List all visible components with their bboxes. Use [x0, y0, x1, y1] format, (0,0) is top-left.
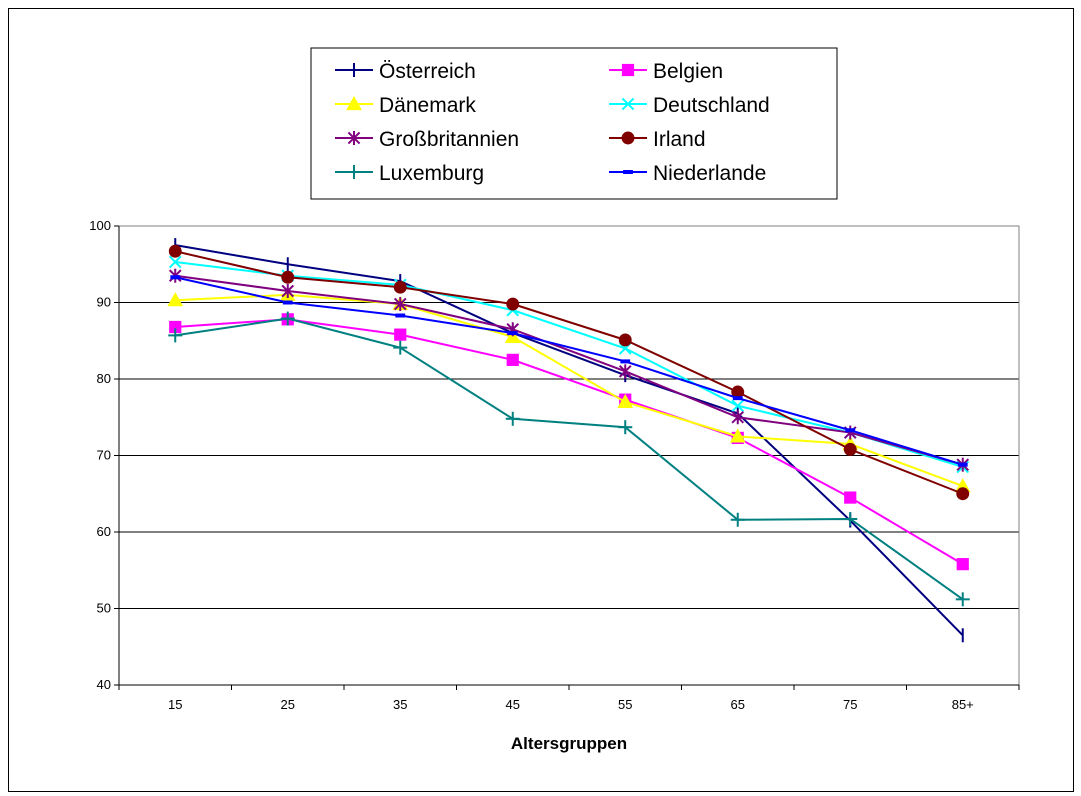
- data-point: [730, 512, 745, 527]
- data-point: [731, 410, 745, 425]
- data-point: [620, 359, 631, 364]
- y-tick-label: 100: [89, 218, 111, 233]
- series-layer: [167, 238, 971, 643]
- series-line: [175, 250, 964, 495]
- legend-label: Österreich: [379, 60, 476, 83]
- data-point: [845, 428, 856, 433]
- legend-item: Österreich: [335, 60, 476, 83]
- data-point: [843, 442, 857, 456]
- data-point: [732, 396, 743, 401]
- line-chart: 40 50 60 70 80 90 100 15 25 35 45 55 65 75 85+ Österre…: [89, 47, 1020, 753]
- data-point: [507, 331, 518, 336]
- y-tick-label: 50: [97, 601, 111, 616]
- legend-label: Luxemburg: [379, 162, 484, 185]
- series-line: [175, 276, 964, 466]
- data-point: [843, 511, 858, 526]
- data-point: [729, 428, 746, 443]
- x-tick-label: 15: [168, 697, 182, 712]
- y-tick-label: 90: [97, 295, 111, 310]
- data-point: [844, 491, 857, 504]
- legend-label: Großbritannien: [379, 128, 519, 151]
- series-7: [170, 275, 968, 467]
- series-line: [175, 260, 964, 468]
- data-point: [168, 328, 183, 343]
- legend-label: Irland: [653, 128, 706, 151]
- data-point: [505, 411, 520, 426]
- legend-item: Irland: [609, 128, 706, 151]
- series-line: [175, 318, 964, 565]
- legend-label: Dänemark: [379, 94, 476, 117]
- legend-item: Belgien: [609, 60, 723, 83]
- data-point: [395, 313, 406, 318]
- data-point: [281, 270, 295, 284]
- series-6: [168, 311, 970, 607]
- data-point: [281, 284, 295, 299]
- data-point: [617, 393, 634, 409]
- data-point: [618, 420, 633, 435]
- data-point: [168, 255, 182, 269]
- data-point: [168, 244, 182, 258]
- data-point: [167, 292, 184, 307]
- legend-box: [310, 47, 838, 200]
- data-point: [956, 558, 969, 571]
- y-tick-label: 80: [97, 371, 111, 386]
- data-point: [393, 297, 407, 312]
- legend-item: Luxemburg: [335, 162, 484, 185]
- series-line: [175, 274, 964, 466]
- data-point: [618, 333, 632, 347]
- data-point: [394, 328, 407, 341]
- x-tick-label: 55: [618, 697, 632, 712]
- x-tick-label: 65: [731, 697, 745, 712]
- data-point: [618, 364, 632, 379]
- axes: 40 50 60 70 80 90 100 15 25 35 45 55 65 75 85+: [89, 218, 1020, 712]
- legend-item: Deutschland: [609, 94, 770, 117]
- x-tick-label: 45: [506, 697, 520, 712]
- series-5: [168, 244, 970, 501]
- y-tick-label: 60: [97, 524, 111, 539]
- x-axis-title: Altersgruppen: [511, 734, 627, 753]
- x-tick-label: 75: [843, 697, 857, 712]
- data-point: [506, 297, 520, 311]
- data-point: [731, 399, 745, 413]
- series-line: [175, 293, 964, 488]
- data-point: [393, 340, 408, 355]
- legend: Österreich Belgien Dänemark Deutschland Groß…: [310, 47, 838, 200]
- data-point: [170, 275, 181, 280]
- legend-label: Niederlande: [653, 162, 766, 185]
- x-tick-label: 85+: [952, 697, 974, 712]
- chart-frame: 40 50 60 70 80 90 100 15 25 35 45 55 65 75 85+ Österre…: [8, 8, 1074, 792]
- series-line: [175, 317, 964, 601]
- y-tick-label: 70: [97, 448, 111, 463]
- data-point: [955, 592, 970, 607]
- data-point: [956, 487, 970, 501]
- legend-item: Dänemark: [335, 94, 476, 117]
- data-point: [957, 462, 968, 467]
- legend-item: Niederlande: [609, 162, 766, 185]
- data-point: [506, 353, 519, 366]
- legend-label: Belgien: [653, 60, 723, 83]
- data-point: [393, 280, 407, 294]
- legend-label: Deutschland: [653, 94, 770, 117]
- data-point: [282, 300, 293, 305]
- legend-item: Großbritannien: [335, 128, 519, 151]
- data-point: [280, 311, 295, 326]
- x-tick-label: 25: [281, 697, 295, 712]
- y-tick-label: 40: [97, 677, 111, 692]
- gridlines: [119, 302, 1019, 609]
- series-line: [175, 244, 964, 636]
- x-tick-label: 35: [393, 697, 407, 712]
